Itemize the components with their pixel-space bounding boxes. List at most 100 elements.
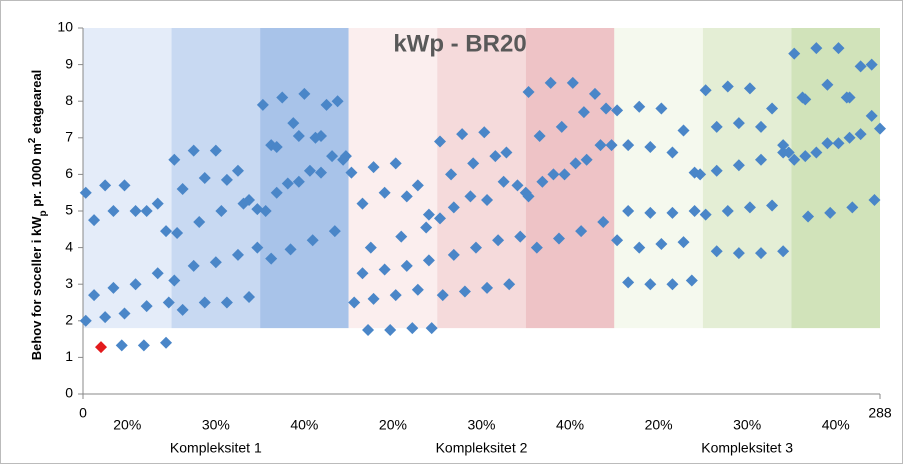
point	[456, 128, 469, 141]
point	[467, 157, 480, 170]
point	[209, 256, 222, 269]
point	[666, 206, 679, 219]
point	[644, 278, 657, 291]
point	[846, 201, 859, 214]
point	[810, 146, 823, 159]
point	[481, 281, 494, 294]
point	[478, 126, 491, 139]
point	[575, 225, 588, 238]
point	[832, 137, 845, 150]
point	[411, 283, 424, 296]
point	[580, 153, 593, 166]
point	[492, 234, 505, 247]
y-label-part: p	[38, 210, 49, 216]
point	[420, 221, 433, 234]
band	[702, 28, 792, 329]
point	[611, 104, 624, 117]
point	[284, 243, 297, 256]
y-tick-label: 6	[65, 165, 73, 181]
point	[743, 82, 756, 95]
point	[107, 205, 120, 217]
band-label: 30%	[202, 417, 230, 433]
y-tick-label: 2	[65, 312, 73, 328]
y-label-part: pr. 1000 m	[29, 143, 44, 210]
point	[400, 259, 413, 272]
y-tick-label: 4	[65, 238, 73, 254]
point	[633, 100, 646, 113]
x-tick-label: 288	[868, 405, 892, 421]
point	[231, 248, 244, 261]
point	[362, 323, 375, 336]
point	[766, 199, 779, 212]
point	[118, 307, 131, 320]
point	[821, 137, 834, 150]
point	[874, 122, 886, 135]
point	[802, 210, 815, 223]
point	[314, 166, 327, 179]
point	[677, 236, 690, 249]
x-tick-label: 0	[79, 405, 87, 421]
group-label: Kompleksitet 2	[436, 440, 528, 456]
point	[777, 146, 790, 159]
point	[331, 95, 344, 108]
point	[677, 124, 690, 137]
point	[622, 139, 635, 152]
point	[721, 80, 734, 93]
point	[171, 226, 184, 239]
point	[447, 201, 460, 214]
point	[597, 215, 610, 228]
point	[721, 205, 734, 217]
y-tick-label: 8	[65, 92, 73, 108]
point	[378, 263, 391, 276]
point	[328, 225, 341, 238]
band	[525, 28, 615, 329]
point	[522, 86, 535, 99]
point	[447, 248, 460, 261]
chart-title: kWp - BR20	[393, 30, 526, 57]
point	[270, 140, 283, 153]
point	[140, 300, 153, 313]
point	[666, 278, 679, 291]
point	[732, 159, 745, 172]
point	[129, 205, 142, 217]
y-tick-label: 5	[65, 202, 73, 218]
point	[755, 247, 768, 260]
point	[799, 150, 812, 163]
point	[530, 241, 543, 254]
group-label: Kompleksitet 3	[701, 440, 793, 456]
points	[79, 42, 886, 354]
bands: 20% 30% 40% 20% 30% 40% 20% 30% 40% Kompleksitet …	[83, 28, 880, 456]
point	[489, 150, 502, 163]
y-tick-label: 1	[65, 348, 73, 364]
point	[594, 139, 607, 152]
point	[710, 245, 723, 258]
point	[600, 102, 613, 115]
point	[655, 102, 668, 115]
group-label: Kompleksitet 1	[170, 440, 262, 456]
y-axis-label: Behov for soceller i kWp pr. 1000 m2 eta…	[27, 70, 49, 361]
point	[533, 129, 546, 142]
point	[320, 98, 333, 111]
point	[88, 214, 101, 227]
point	[694, 168, 707, 181]
point	[433, 212, 446, 225]
point	[777, 139, 790, 152]
point	[755, 153, 768, 166]
point	[796, 91, 809, 104]
point	[544, 76, 557, 89]
point	[569, 157, 582, 170]
axes: 0 1 2 3 4 5 6 7 8 9 10 0 288	[57, 19, 891, 421]
point	[622, 205, 635, 217]
point	[777, 245, 790, 258]
point	[348, 296, 361, 309]
point	[187, 144, 200, 157]
point	[198, 296, 211, 309]
point	[79, 186, 92, 199]
point	[281, 177, 294, 190]
point	[685, 274, 698, 287]
point	[88, 289, 101, 302]
y-tick-label: 7	[65, 129, 73, 145]
point	[755, 120, 768, 133]
point	[840, 91, 853, 104]
